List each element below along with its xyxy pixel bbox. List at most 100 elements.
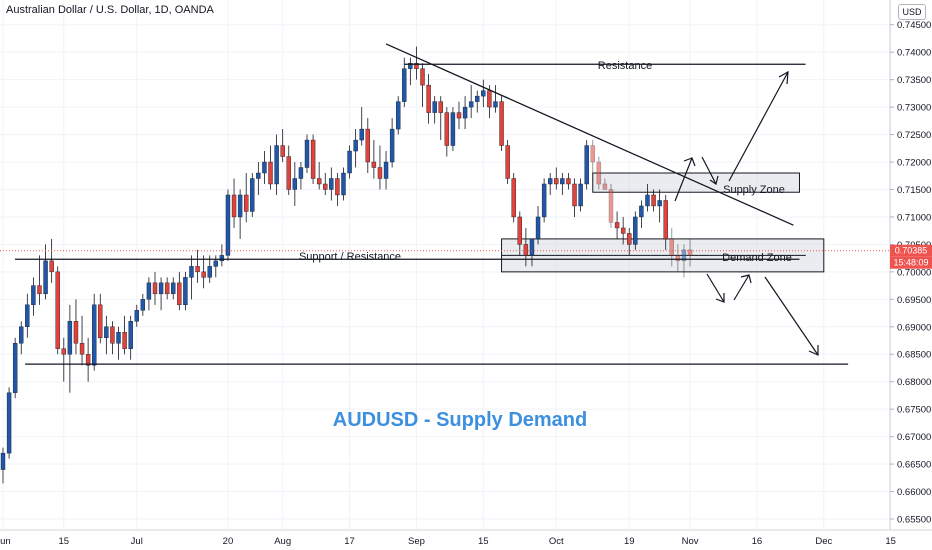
y-tick-label: 0.66500 <box>897 460 931 471</box>
candle <box>256 162 261 195</box>
candle-body <box>274 145 279 185</box>
candle-body <box>596 161 602 185</box>
candle <box>207 255 212 283</box>
candle-body <box>335 178 340 196</box>
candle-body <box>231 194 237 218</box>
candle <box>535 205 541 245</box>
candle-body <box>256 172 261 179</box>
candle <box>523 227 529 267</box>
currency-badge[interactable]: USD <box>898 4 926 20</box>
candle-body <box>371 161 377 168</box>
candle-body <box>620 227 626 234</box>
candle-body <box>280 145 285 157</box>
time-axis: Jun 15 Jul 20 Aug 17 Sep 15 Oct 19 Nov 16 Dec 15 <box>0 529 932 547</box>
candle-body <box>517 216 522 245</box>
candle <box>408 57 413 86</box>
candle <box>529 238 535 267</box>
arrow-up-small-head <box>740 274 752 284</box>
candle <box>335 173 340 206</box>
x-tick-label: 15 <box>478 536 489 547</box>
candle <box>219 244 225 267</box>
candle-body <box>402 68 407 102</box>
arrow-up-short-head <box>683 157 696 167</box>
candle <box>359 107 364 146</box>
candle-body <box>292 178 298 190</box>
candle-body <box>195 266 200 273</box>
candle-body <box>98 304 103 338</box>
candle <box>201 255 206 289</box>
candle <box>268 145 273 190</box>
candle-body <box>183 277 188 306</box>
candle <box>104 315 109 355</box>
candle-body <box>219 255 225 262</box>
candle-body <box>408 62 413 69</box>
candle-body <box>19 326 24 344</box>
y-tick-label: 0.71500 <box>897 185 931 196</box>
resistance-label: Resistance <box>598 60 652 72</box>
candle <box>681 244 687 278</box>
y-tick-label: 0.73500 <box>897 75 931 86</box>
x-tick-label: 16 <box>752 536 763 547</box>
candle <box>310 134 316 184</box>
candle-body <box>329 178 334 190</box>
candle <box>432 96 437 124</box>
candle <box>475 90 480 113</box>
arrow-up-long <box>728 71 789 182</box>
candle-body <box>37 285 42 295</box>
candle-body <box>140 299 146 311</box>
candle-body <box>73 321 79 344</box>
candle <box>663 194 668 250</box>
candle-body <box>49 260 54 273</box>
candle-body <box>426 84 431 113</box>
symbol-title: Australian Dollar / U.S. Dollar, 1D, OAN… <box>6 4 214 16</box>
candle-body <box>614 222 620 229</box>
candle-body <box>146 282 152 300</box>
x-tick-label: Nov <box>682 536 699 547</box>
candle-body <box>201 271 206 278</box>
candle-body <box>627 233 632 245</box>
last-price-marker: 0.70385 15:48:09 <box>0 244 932 269</box>
candle-body <box>529 238 535 256</box>
candle-body <box>493 101 498 108</box>
candle <box>584 140 589 190</box>
candle-body <box>207 266 212 278</box>
candle <box>189 255 194 300</box>
candle <box>675 244 681 272</box>
candle <box>511 173 516 223</box>
candle <box>122 315 127 355</box>
candle <box>383 151 389 190</box>
candle <box>414 46 419 80</box>
candle-body <box>675 255 681 262</box>
candle <box>456 101 462 130</box>
candle <box>687 238 693 267</box>
candle-body <box>152 282 158 295</box>
y-tick-label: 0.71000 <box>897 212 931 223</box>
candle <box>462 96 468 130</box>
candle-body <box>657 200 662 207</box>
candle-body <box>43 260 48 295</box>
level-lines <box>15 43 849 365</box>
candle <box>396 96 401 135</box>
candle <box>450 107 456 152</box>
candle-body <box>639 205 644 218</box>
candle <box>669 227 674 267</box>
candle-body <box>237 194 243 218</box>
x-tick-label: 17 <box>344 536 355 547</box>
candle-body <box>584 145 589 185</box>
arrow-down-small-head <box>715 293 725 303</box>
candle <box>554 167 559 190</box>
candle-body <box>450 112 456 146</box>
countdown-value: 15:48:09 <box>893 258 928 268</box>
x-tick-label: 15 <box>885 536 896 547</box>
candle <box>608 183 614 228</box>
y-tick-label: 0.65500 <box>897 515 931 526</box>
candle-body <box>383 161 389 179</box>
candle <box>12 337 18 399</box>
candle-body <box>25 304 30 327</box>
candle <box>420 63 425 108</box>
candle <box>596 156 602 190</box>
candle <box>578 178 583 212</box>
chart-watermark-title: AUDUSD - Supply Demand <box>333 409 587 431</box>
arrow-right-supply-head <box>709 175 719 185</box>
candle-body <box>79 343 85 355</box>
